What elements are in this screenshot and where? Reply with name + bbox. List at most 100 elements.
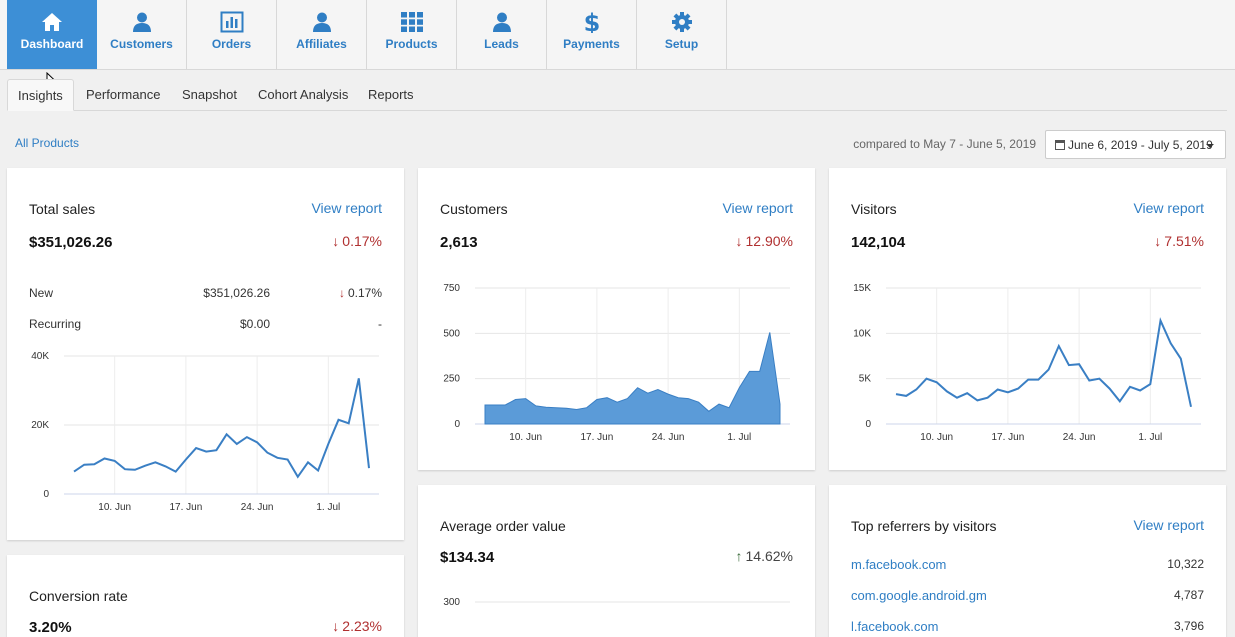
user-icon	[313, 12, 331, 32]
x-tick-label: 17. Jun	[580, 432, 613, 443]
view-report-link[interactable]: View report	[1133, 517, 1204, 533]
change-value: 0.17%	[342, 233, 382, 249]
dollar-icon: $	[584, 11, 601, 33]
row-change-recurring: -	[378, 317, 382, 331]
card-title: Conversion rate	[29, 588, 128, 604]
x-tick-label: 1. Jul	[316, 502, 340, 513]
x-tick-label: 10. Jun	[509, 432, 542, 443]
sub-tabs: Insights Performance Snapshot Cohort Ana…	[0, 70, 1235, 112]
arrow-down-icon: ↓	[332, 618, 340, 634]
y-tick-label: 15K	[853, 283, 871, 294]
user-icon	[493, 12, 511, 32]
x-tick-label: 17. Jun	[169, 502, 202, 513]
change-value: 0.17%	[347, 286, 382, 300]
tab-snapshot[interactable]: Snapshot	[182, 87, 237, 102]
nav-orders[interactable]: Orders	[187, 0, 277, 69]
date-range-label: June 6, 2019 - July 5, 2019	[1068, 138, 1213, 152]
referrer-name[interactable]: m.facebook.com	[851, 557, 947, 572]
tab-reports[interactable]: Reports	[368, 87, 414, 102]
tab-insights[interactable]: Insights	[7, 79, 74, 111]
x-tick-label: 24. Jun	[241, 502, 274, 513]
referrer-row: l.facebook.com 3,796	[851, 619, 1204, 637]
view-report-link[interactable]: View report	[1133, 200, 1204, 216]
row-change-new: ↓ 0.17%	[339, 286, 382, 300]
nav-label: Products	[385, 37, 438, 51]
referrer-name[interactable]: l.facebook.com	[851, 619, 939, 634]
nav-leads[interactable]: Leads	[457, 0, 547, 69]
row-label-recurring: Recurring	[29, 317, 82, 331]
nav-label: Affiliates	[296, 37, 347, 51]
series-line	[73, 378, 370, 479]
all-products-link[interactable]: All Products	[15, 136, 80, 150]
series-area	[484, 332, 781, 425]
referrer-row: m.facebook.com 10,322	[851, 557, 1204, 577]
visitors-chart: 0 5K 10K 15K 10. Jun 17. Jun 24. Jun 1. Jul	[853, 283, 1201, 443]
card-title: Average order value	[440, 518, 566, 534]
caret-down-icon	[1206, 144, 1214, 148]
card-title: Visitors	[851, 201, 897, 217]
card-title: Total sales	[29, 201, 96, 217]
change-value: 12.90%	[745, 233, 793, 249]
referrer-name[interactable]: com.google.android.gm	[851, 588, 987, 603]
x-tick-label: 1. Jul	[727, 432, 751, 443]
nav-label: Leads	[484, 37, 519, 51]
referrer-value: 4,787	[1173, 588, 1204, 602]
nav-label: Setup	[664, 37, 699, 51]
card-value: 2,613	[440, 234, 478, 251]
customers-chart: 0 250 500 750 10. Jun 17. Jun 24. Jun 1. Jul	[443, 283, 790, 443]
user-icon	[133, 12, 151, 32]
y-tick-label: 300	[443, 597, 460, 608]
tab-performance[interactable]: Performance	[86, 87, 161, 102]
conversion-rate-card: Conversion rate 3.20% ↓ 2.23%	[7, 555, 404, 637]
bar-chart-icon	[220, 11, 244, 33]
nav-label: Customers	[110, 37, 173, 51]
view-report-link[interactable]: View report	[722, 200, 793, 216]
nav-label: Payments	[563, 37, 620, 51]
change-value: 2.23%	[342, 618, 382, 634]
row-value-new: $351,026.26	[203, 286, 270, 300]
referrer-value: 10,322	[1167, 557, 1204, 571]
average-order-value-card: Average order value $134.34 ↑ 14.62% 300	[418, 485, 815, 637]
y-tick-label: 0	[454, 419, 460, 430]
row-value-recurring: $0.00	[239, 317, 270, 331]
nav-setup[interactable]: Setup	[637, 0, 727, 69]
row-label-new: New	[29, 286, 54, 300]
calendar-icon	[1055, 140, 1065, 150]
y-tick-label: 750	[443, 283, 460, 294]
view-report-link[interactable]: View report	[311, 200, 382, 216]
card-value: $351,026.26	[29, 234, 113, 251]
card-title: Customers	[440, 201, 508, 217]
tab-cohort-analysis[interactable]: Cohort Analysis	[258, 87, 349, 102]
nav-label: Orders	[211, 37, 252, 51]
x-tick-label: 24. Jun	[652, 432, 685, 443]
y-tick-label: 20K	[31, 420, 49, 431]
card-value: 142,104	[851, 234, 906, 251]
card-change: ↑ 14.62%	[736, 548, 793, 564]
y-tick-label: 250	[443, 374, 460, 385]
y-tick-label: 0	[865, 419, 871, 430]
top-referrers-card: Top referrers by visitors View report m.…	[829, 485, 1226, 637]
card-value: $134.34	[440, 549, 495, 566]
series-line	[895, 317, 1192, 408]
card-change: ↓ 12.90%	[736, 233, 793, 249]
arrow-down-icon: ↓	[332, 233, 340, 249]
y-tick-label: 40K	[31, 351, 49, 362]
nav-affiliates[interactable]: Affiliates	[277, 0, 367, 69]
nav-customers[interactable]: Customers	[97, 0, 187, 69]
total-sales-chart: 0 20K 40K 10. Jun 17. Jun 24. Jun 1. Jul	[31, 351, 379, 513]
x-tick-label: 1. Jul	[1138, 432, 1162, 443]
nav-products[interactable]: Products	[367, 0, 457, 69]
nav-dashboard[interactable]: Dashboard	[7, 0, 97, 69]
arrow-up-icon: ↑	[735, 548, 743, 564]
x-tick-label: 24. Jun	[1063, 432, 1096, 443]
card-value: 3.20%	[29, 619, 72, 636]
referrer-row: com.google.android.gm 4,787	[851, 588, 1204, 608]
date-range-picker[interactable]: June 6, 2019 - July 5, 2019	[1045, 130, 1226, 159]
customers-card: Customers View report 2,613 ↓ 12.90% 0 250…	[418, 168, 815, 470]
x-tick-label: 17. Jun	[991, 432, 1024, 443]
x-tick-label: 10. Jun	[920, 432, 953, 443]
y-tick-label: 500	[443, 328, 460, 339]
nav-payments[interactable]: $ Payments	[547, 0, 637, 69]
main-nav: Dashboard Customers Orders Affiliates Pr…	[0, 0, 1235, 70]
referrer-value: 3,796	[1173, 619, 1204, 633]
